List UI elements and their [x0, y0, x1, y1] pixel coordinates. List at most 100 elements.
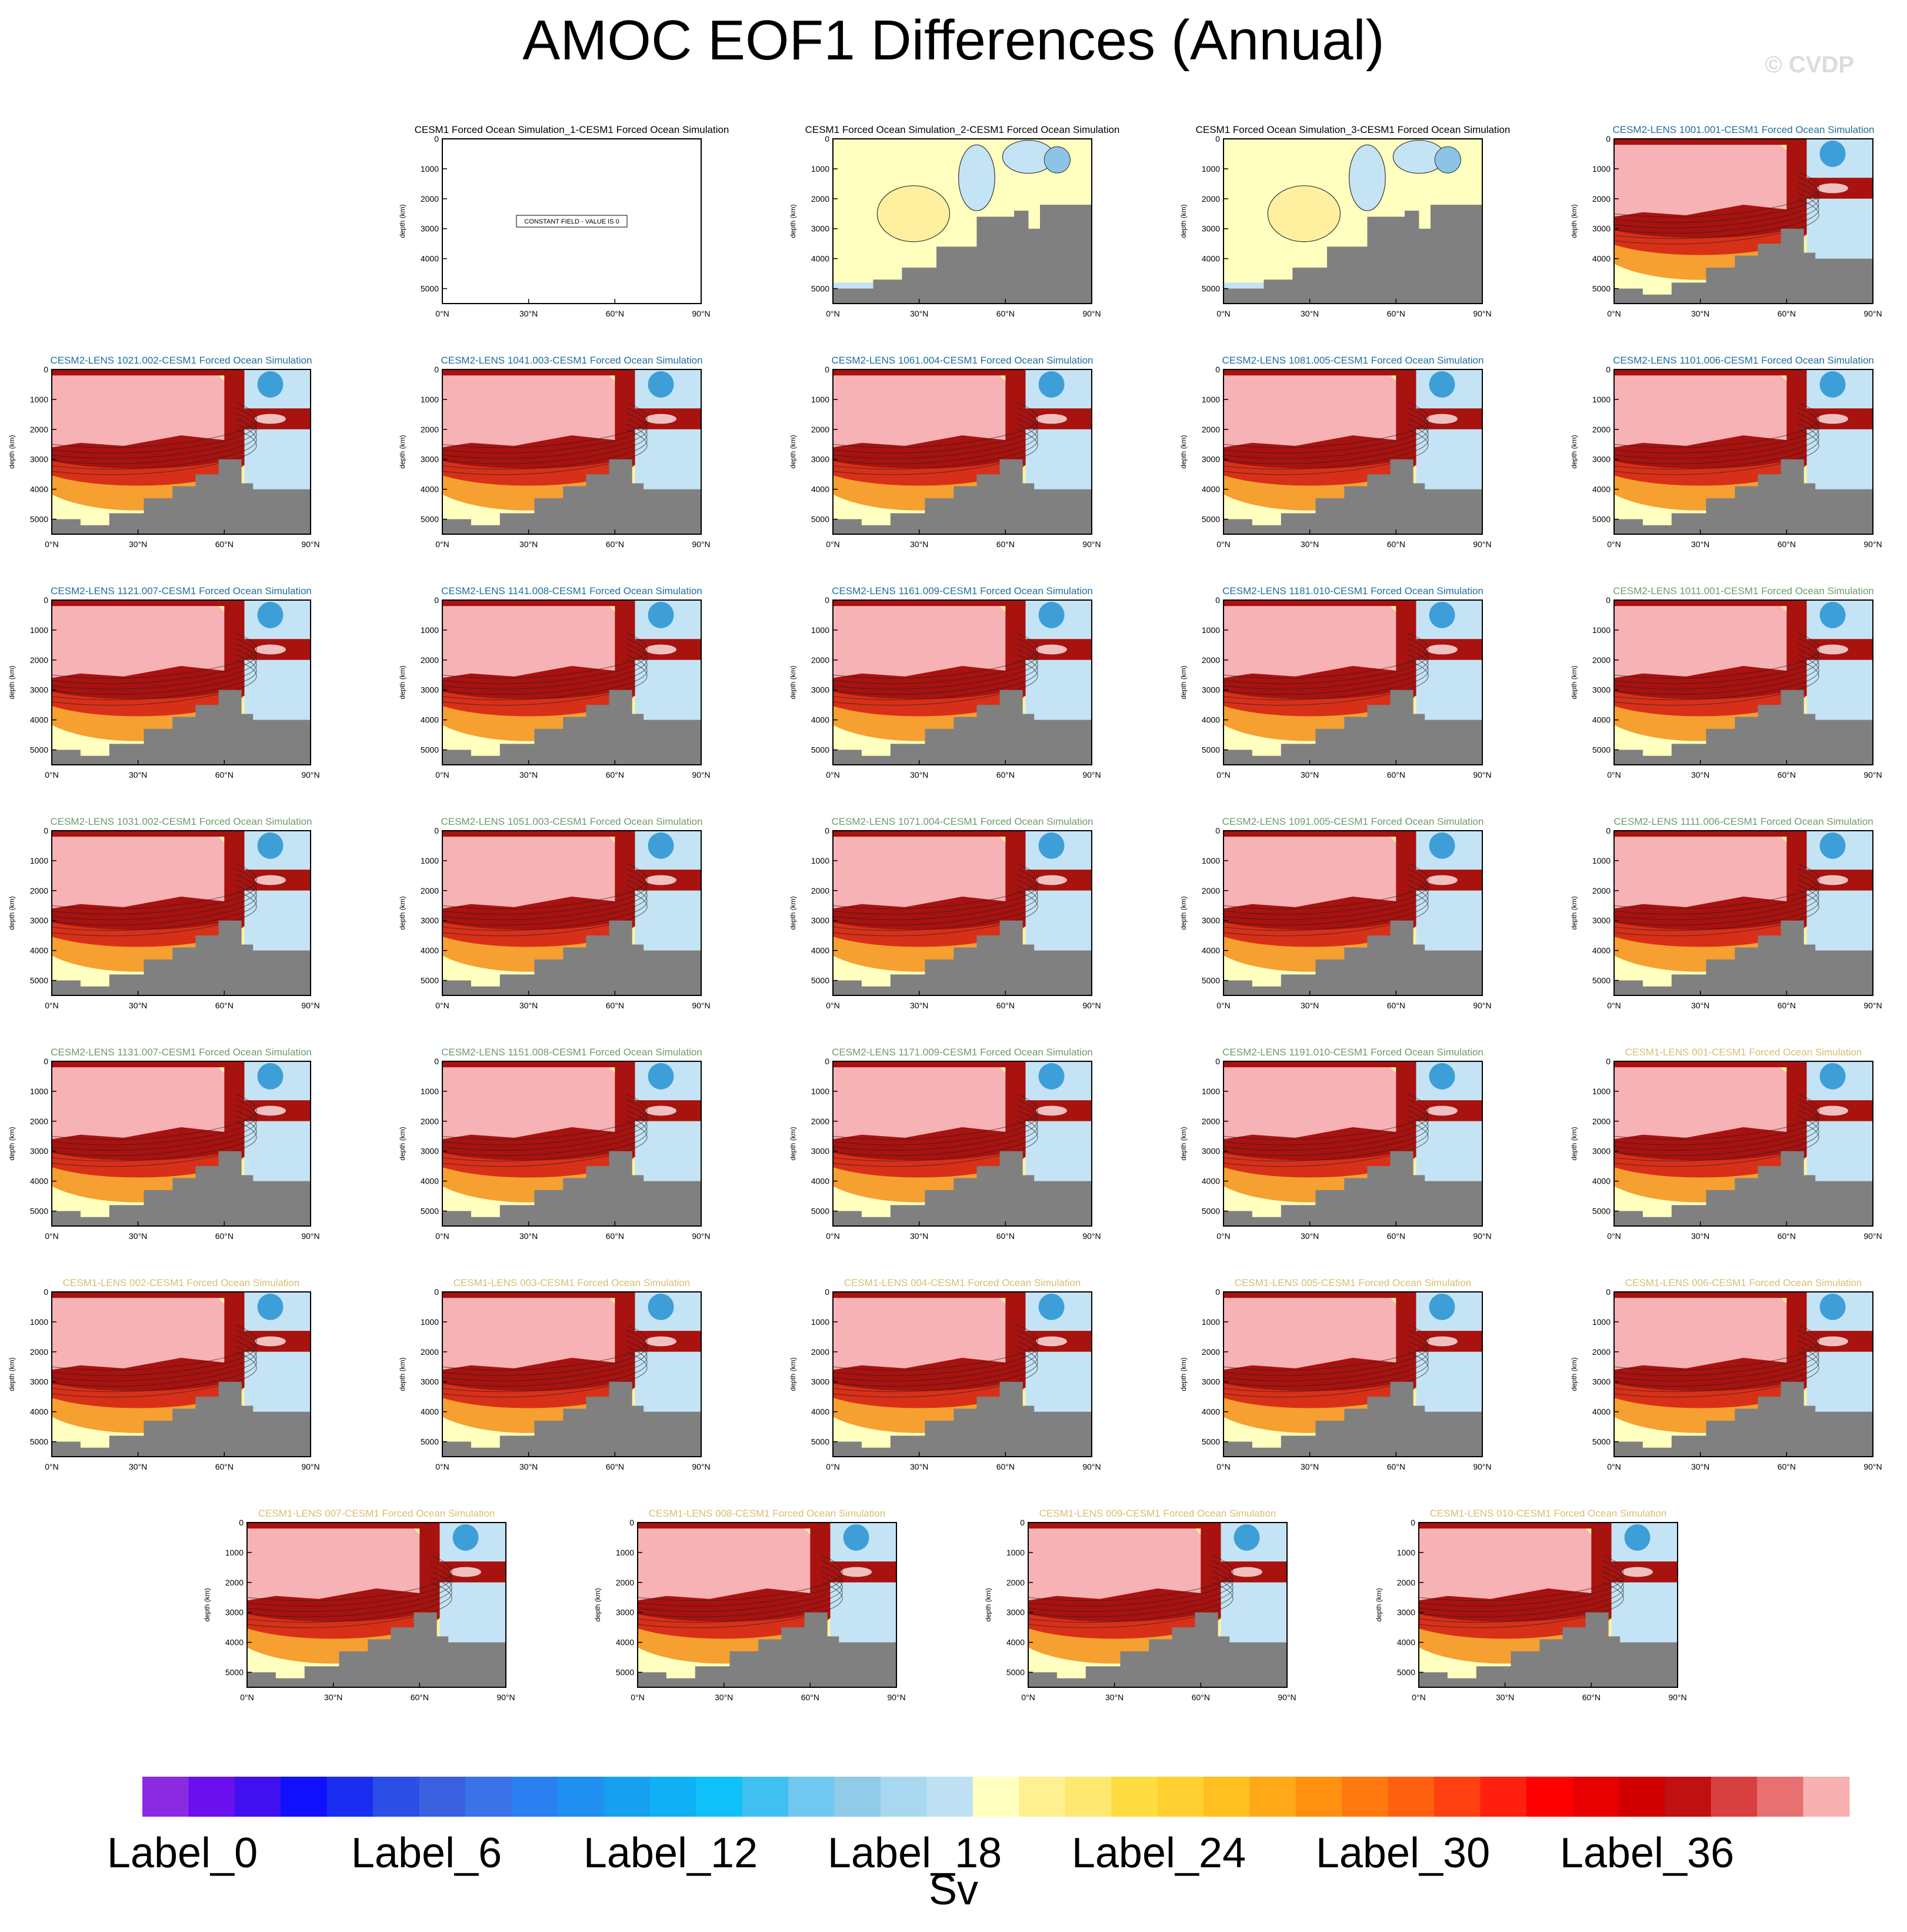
contour-region [1349, 144, 1386, 211]
y-tick-label: 4000 [421, 254, 439, 264]
contour-region [1786, 1061, 1807, 1157]
y-tick-label: 1000 [811, 1087, 829, 1096]
overturning-cell [1614, 1067, 1804, 1140]
x-tick-label: 60°N [1192, 1693, 1210, 1702]
contour-region [645, 1336, 676, 1347]
y-tick-label: 4000 [1202, 715, 1220, 725]
contour-region [442, 831, 626, 837]
y-tick-label: 2000 [1592, 655, 1611, 665]
y-tick-label: 0 [1606, 134, 1611, 144]
contour-line [833, 868, 1038, 915]
y-axis-label: depth (km) [1570, 896, 1578, 930]
colorbar-swatch [1434, 1777, 1481, 1817]
colorbar-label: Label_6 [351, 1830, 502, 1877]
x-tick-label: 90°N [887, 1693, 905, 1702]
contour-region [255, 1336, 286, 1347]
x-tick-label: 0°N [1607, 1462, 1621, 1471]
overturning-cell [442, 837, 632, 909]
y-tick-label: 5000 [225, 1668, 244, 1677]
y-tick-label: 0 [1215, 1057, 1220, 1066]
overturning-cell [1614, 837, 1804, 909]
y-tick-label: 1000 [1202, 856, 1220, 865]
x-tick-label: 60°N [215, 1462, 234, 1471]
contour-line [1223, 418, 1429, 465]
y-tick-label: 4000 [1592, 715, 1611, 725]
contour-line [442, 868, 648, 915]
y-tick-label: 5000 [30, 976, 48, 985]
contour-line [1614, 879, 1819, 926]
contour-region [1622, 1567, 1653, 1577]
y-tick-label: 5000 [811, 1207, 829, 1216]
contour-line [442, 643, 648, 689]
contour-line [442, 1335, 648, 1381]
overturning-cell [1028, 1528, 1218, 1601]
contour-line [442, 863, 648, 910]
y-tick-label: 1000 [1006, 1548, 1025, 1557]
y-tick-label: 4000 [616, 1638, 634, 1647]
contour-region [645, 875, 676, 885]
y-tick-label: 3000 [421, 916, 439, 925]
x-tick-label: 0°N [826, 1001, 840, 1010]
x-tick-label: 60°N [1778, 1231, 1796, 1241]
y-tick-label: 0 [825, 826, 829, 835]
x-tick-label: 30°N [519, 1231, 538, 1241]
contour-line [1223, 1324, 1429, 1371]
panel-title: CESM2-LENS 1121.007-CESM1 Forced Ocean S… [51, 585, 312, 597]
panel: CESM1-LENS 007-CESM1 Forced Ocean Simula… [203, 1508, 515, 1702]
panel-title: CESM2-LENS 1131.007-CESM1 Forced Ocean S… [51, 1047, 312, 1058]
contour-region [52, 369, 236, 376]
overturning-cell [442, 1067, 632, 1140]
y-axis-label: depth (km) [789, 665, 797, 699]
y-tick-label: 4000 [811, 946, 829, 955]
copyright-text: © CVDP [1765, 52, 1854, 78]
colorbar-swatch [326, 1777, 374, 1817]
contour-region [1624, 1524, 1651, 1551]
contour-line [1223, 638, 1429, 684]
x-tick-label: 60°N [606, 1001, 624, 1010]
contour-line [52, 654, 257, 701]
colorbar-label: Label_36 [1560, 1830, 1734, 1877]
y-tick-label: 5000 [1202, 1207, 1220, 1216]
colorbar-swatch [834, 1777, 881, 1817]
panel-frame [51, 830, 311, 996]
contour-line [1614, 171, 1819, 218]
y-tick-label: 3000 [421, 455, 439, 464]
contour-line [833, 1115, 1038, 1162]
y-tick-label: 2000 [811, 655, 829, 665]
contour-region [1817, 644, 1848, 655]
contour-line [1028, 1560, 1233, 1607]
contour-region [876, 185, 951, 242]
x-tick-label: 60°N [1582, 1693, 1601, 1702]
x-tick-label: 90°N [1082, 770, 1101, 780]
y-axis-label: depth (km) [398, 435, 406, 468]
x-tick-label: 0°N [1216, 770, 1231, 780]
y-axis-label: depth (km) [1570, 204, 1578, 238]
x-tick-label: 0°N [826, 770, 840, 780]
y-tick-label: 2000 [1202, 425, 1220, 434]
contour-region [1819, 371, 1846, 398]
overturning-cell [442, 606, 632, 678]
y-tick-label: 0 [1411, 1518, 1415, 1527]
x-tick-label: 30°N [1301, 1001, 1319, 1010]
y-tick-label: 4000 [1592, 946, 1611, 955]
contour-line [833, 1335, 1038, 1381]
y-tick-label: 1000 [811, 164, 829, 174]
contour-region [224, 1292, 245, 1388]
x-tick-label: 0°N [826, 1231, 840, 1241]
y-axis-label: depth (km) [8, 665, 16, 699]
x-tick-label: 0°N [1021, 1693, 1035, 1702]
contour-line [1614, 632, 1819, 679]
y-tick-label: 1000 [811, 395, 829, 404]
contour-region [1426, 1336, 1458, 1347]
contour-line [442, 1346, 648, 1393]
x-tick-label: 0°N [1216, 1001, 1231, 1010]
contour-line [52, 1110, 257, 1157]
colorbar-swatch [1157, 1777, 1204, 1817]
panel: CESM1-LENS 005-CESM1 Forced Ocean Simula… [1179, 1277, 1492, 1471]
contour-region [638, 1523, 822, 1529]
panel-field [638, 1523, 896, 1687]
x-tick-label: 0°N [1607, 309, 1621, 318]
x-tick-label: 60°N [1387, 770, 1405, 780]
colorbar-swatch [142, 1777, 189, 1817]
panel-title: CESM1-LENS 001-CESM1 Forced Ocean Simula… [1625, 1047, 1862, 1058]
